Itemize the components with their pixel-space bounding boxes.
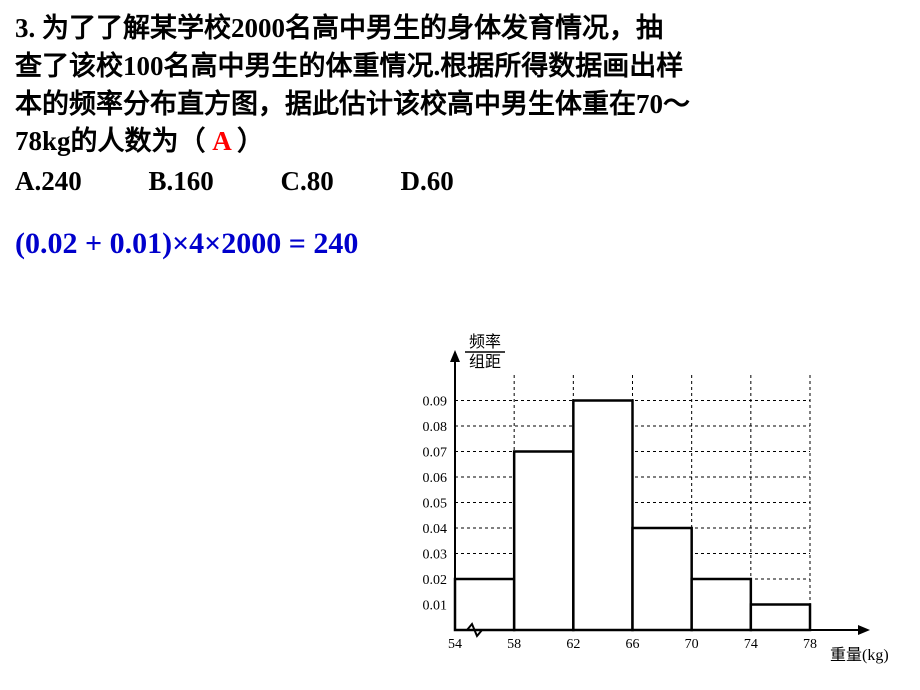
svg-text:频率: 频率 [469, 333, 501, 351]
option-b: B.160 [149, 166, 214, 197]
svg-text:重量(kg): 重量(kg) [830, 646, 889, 664]
svg-text:58: 58 [507, 637, 521, 652]
svg-text:54: 54 [448, 637, 462, 652]
svg-text:74: 74 [744, 637, 758, 652]
svg-text:0.08: 0.08 [423, 420, 448, 435]
option-d: D.60 [401, 166, 454, 197]
svg-text:0.09: 0.09 [423, 395, 448, 410]
chart-svg: 0.01 0.02 0.03 0.04 0.05 0.06 0.07 0.08 0.09 54 58… [370, 330, 890, 680]
svg-text:0.01: 0.01 [423, 599, 448, 614]
svg-text:0.04: 0.04 [423, 522, 448, 537]
question-text: 3. 为了了解某学校2000名高中男生的身体发育情况，抽 查了该校100名高中男… [0, 0, 920, 161]
option-a: A.240 [15, 166, 82, 197]
question-line4: 78kg的人数为（ [15, 126, 206, 156]
question-line4-end: ） [237, 126, 264, 156]
svg-text:组距: 组距 [469, 353, 501, 371]
question-line3: 本的频率分布直方图，据此估计该校高中男生体重在70～ [15, 89, 690, 119]
options-row: A.240 B.160 C.80 D.60 [0, 161, 920, 202]
answer-mark: A [212, 126, 230, 156]
svg-text:0.07: 0.07 [423, 446, 448, 461]
question-line2: 查了该校100名高中男生的体重情况.根据所得数据画出样 [15, 51, 683, 81]
svg-text:0.02: 0.02 [423, 573, 448, 588]
question-number: 3. [15, 13, 35, 43]
svg-text:0.06: 0.06 [423, 471, 448, 486]
svg-text:0.03: 0.03 [423, 548, 448, 563]
histogram-chart: 0.01 0.02 0.03 0.04 0.05 0.06 0.07 0.08 0.09 54 58… [370, 330, 890, 680]
svg-text:66: 66 [626, 637, 640, 652]
svg-text:0.05: 0.05 [423, 497, 448, 512]
formula-text: (0.02 + 0.01)×4×2000 = 240 [0, 202, 920, 271]
option-c: C.80 [281, 166, 334, 197]
svg-text:70: 70 [685, 637, 699, 652]
svg-text:62: 62 [566, 637, 580, 652]
question-line1: 为了了解某学校2000名高中男生的身体发育情况，抽 [42, 13, 663, 43]
svg-text:78: 78 [803, 637, 817, 652]
